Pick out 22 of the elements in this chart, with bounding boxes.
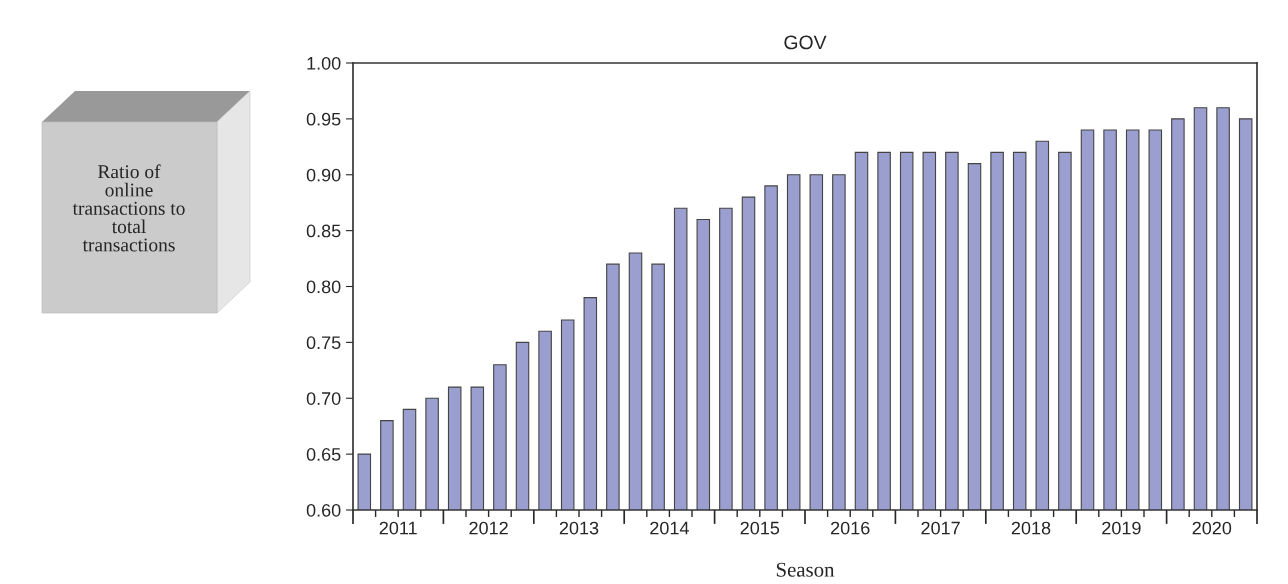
x-axis-title: Season	[776, 562, 835, 577]
y-tick-label: 0.60	[306, 503, 341, 517]
y-tick-label: 0.70	[306, 392, 341, 405]
x-tick-label: 2018	[1011, 521, 1051, 535]
x-tick-label: 2012	[469, 521, 508, 535]
x-tick-label: 2014	[650, 521, 689, 535]
chart-title: GOV	[784, 35, 827, 50]
y-tick-label: 0.80	[306, 280, 341, 294]
x-tick-label: 2011	[379, 521, 417, 535]
y-tick-label: 0.95	[306, 112, 341, 126]
x-tick-label: 2017	[921, 521, 960, 535]
y-tick-label: 0.75	[306, 336, 341, 350]
x-tick-label: 2016	[831, 521, 870, 535]
x-tick-label: 2020	[1192, 521, 1232, 535]
x-tick-label: 2015	[740, 521, 780, 535]
y-tick-label: 1.00	[307, 56, 341, 70]
x-tick-label: 2019	[1102, 521, 1141, 535]
y-tick-label: 0.85	[306, 224, 341, 238]
x-tick-label: 2013	[559, 521, 599, 535]
y-tick-label: 0.90	[306, 168, 341, 182]
text: Ratio of online transactions to total transactions	[72, 164, 185, 252]
y-tick-label: 0.65	[306, 448, 341, 461]
